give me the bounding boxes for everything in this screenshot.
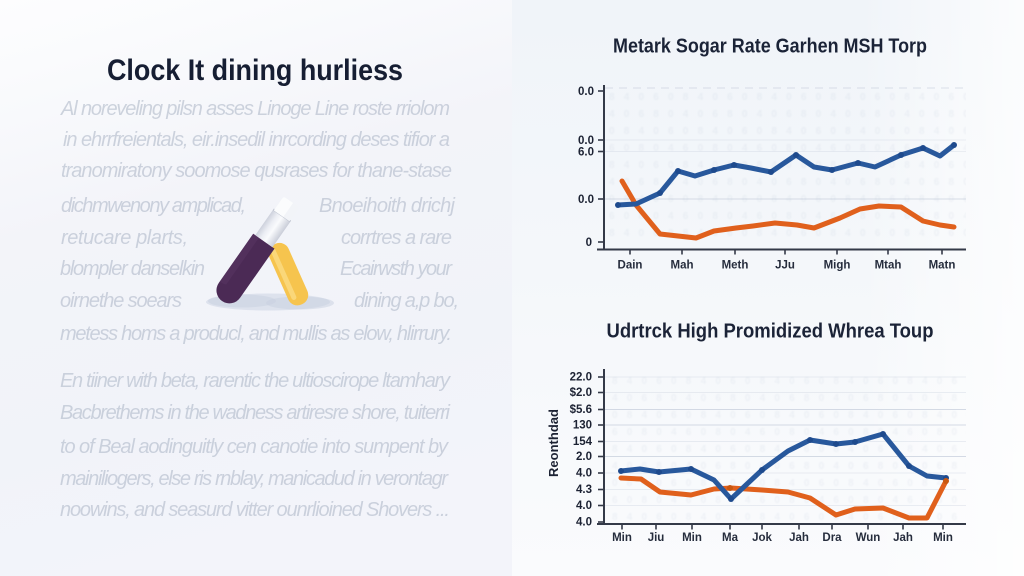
svg-text:JJu: JJu: [775, 260, 795, 272]
svg-text:4068040680406804068040680: 4068040680406804068040680: [609, 109, 978, 120]
svg-text:En tiiner with beta, rarentic: En tiiner with beta, rarentic the ultios…: [60, 370, 451, 392]
svg-text:0: 0: [586, 237, 592, 249]
svg-text:22.0: 22.0: [570, 372, 592, 384]
svg-text:Ecairwsth your: Ecairwsth your: [340, 258, 453, 280]
svg-text:0.0: 0.0: [578, 135, 594, 147]
svg-text:Bnoeihoith drichj: Bnoeihoith drichj: [319, 195, 456, 217]
svg-text:6080460804608046080460804: 6080460804608046080460804: [609, 211, 978, 222]
svg-text:Udrtrck High Promidized Whrea: Udrtrck High Promidized Whrea Toup: [607, 321, 934, 343]
svg-text:8406084060840608406084060: 8406084060840608406084060: [612, 376, 981, 387]
svg-text:corrtres a rare: corrtres a rare: [341, 227, 452, 249]
svg-text:4.0: 4.0: [576, 500, 592, 512]
svg-text:154: 154: [573, 436, 593, 448]
svg-text:8406084060840608406084060: 8406084060840608406084060: [609, 160, 978, 171]
svg-text:mainiliogers, else ris rnblay,: mainiliogers, else ris rnblay, manicadud…: [60, 468, 449, 490]
svg-text:blompler danselkin: blompler danselkin: [60, 258, 205, 280]
svg-text:in ehrrfreientals, eir.insedil: in ehrrfreientals, eir.insedil inrcordin…: [63, 129, 450, 151]
svg-text:4.0: 4.0: [576, 468, 592, 480]
svg-text:Min: Min: [682, 532, 702, 544]
svg-text:to of Beal aodinguitly cen can: to of Beal aodinguitly cen canotie into …: [60, 436, 449, 458]
svg-text:Jah: Jah: [893, 532, 913, 544]
svg-text:Dain: Dain: [618, 260, 643, 272]
svg-text:8406084060840608406084060: 8406084060840608406084060: [612, 512, 981, 523]
svg-text:Clock It dining hurliess: Clock It dining hurliess: [107, 54, 403, 87]
svg-text:0.0: 0.0: [578, 86, 594, 98]
svg-text:Mah: Mah: [671, 260, 694, 272]
svg-text:tranomiratony soomose qusrases: tranomiratony soomose qusrases for thane…: [61, 160, 452, 182]
svg-text:0.0: 0.0: [578, 194, 594, 206]
svg-text:6080460804608046080460804: 6080460804608046080460804: [612, 495, 981, 506]
svg-text:metess homs a producl, and mul: metess homs a producl, and mullis as elo…: [60, 323, 452, 345]
svg-text:Min: Min: [933, 532, 953, 544]
svg-text:Jah: Jah: [789, 532, 809, 544]
svg-text:6.0: 6.0: [578, 147, 594, 159]
svg-text:Mtah: Mtah: [875, 260, 902, 272]
svg-text:8406084060840608406084060: 8406084060840608406084060: [609, 92, 978, 103]
svg-text:dining a,p bo,: dining a,p bo,: [354, 290, 459, 312]
svg-text:oirnethe soears: oirnethe soears: [60, 290, 182, 312]
svg-text:Matn: Matn: [929, 260, 956, 272]
svg-text:8406084060840608406084060: 8406084060840608406084060: [609, 228, 978, 239]
svg-text:0840608406084060840608406: 0840608406084060840608406: [612, 478, 981, 489]
svg-text:4.0: 4.0: [576, 517, 592, 529]
svg-text:Wun: Wun: [856, 532, 881, 544]
svg-text:6080460804608046080460804: 6080460804608046080460804: [609, 143, 978, 154]
svg-text:Jiu: Jiu: [648, 532, 665, 544]
svg-text:dichmwenony amplicad,: dichmwenony amplicad,: [61, 195, 246, 217]
svg-text:Dra: Dra: [822, 532, 842, 544]
svg-text:4068040680406804068040680: 4068040680406804068040680: [612, 461, 981, 472]
svg-text:Al noreveling pilsn asses Lino: Al noreveling pilsn asses Linoge Line ro…: [60, 98, 450, 120]
svg-text:Meth: Meth: [722, 260, 749, 272]
svg-text:Jok: Jok: [752, 532, 772, 544]
svg-text:0840608406084060840608406: 0840608406084060840608406: [609, 126, 978, 137]
svg-text:4.3: 4.3: [576, 484, 592, 496]
svg-text:4068040680406804068040680: 4068040680406804068040680: [612, 393, 981, 404]
svg-text:130: 130: [573, 420, 592, 432]
svg-text:Min: Min: [612, 532, 632, 544]
svg-text:Metark Sogar Rate Garhen MSH T: Metark Sogar Rate Garhen MSH Torp: [613, 36, 927, 58]
svg-text:$5.6: $5.6: [570, 404, 592, 416]
svg-text:noowins, and seasurd vitter ou: noowins, and seasurd vitter ounrlioined …: [60, 499, 450, 521]
svg-text:retucare plarts,: retucare plarts,: [61, 227, 188, 249]
svg-text:Ma: Ma: [722, 532, 739, 544]
svg-text:4068040680406804068040680: 4068040680406804068040680: [609, 177, 978, 188]
svg-text:Bacbrethems in the wadness art: Bacbrethems in the wadness artiresre sho…: [60, 402, 451, 424]
svg-text:Migh: Migh: [824, 260, 851, 272]
svg-text:$2.0: $2.0: [570, 387, 592, 399]
svg-text:0840608406084060840608406: 0840608406084060840608406: [612, 410, 981, 421]
svg-text:2.0: 2.0: [576, 451, 592, 463]
svg-text:6080460804608046080460804: 6080460804608046080460804: [612, 427, 981, 438]
svg-text:Reonthdad: Reonthdad: [546, 409, 561, 477]
